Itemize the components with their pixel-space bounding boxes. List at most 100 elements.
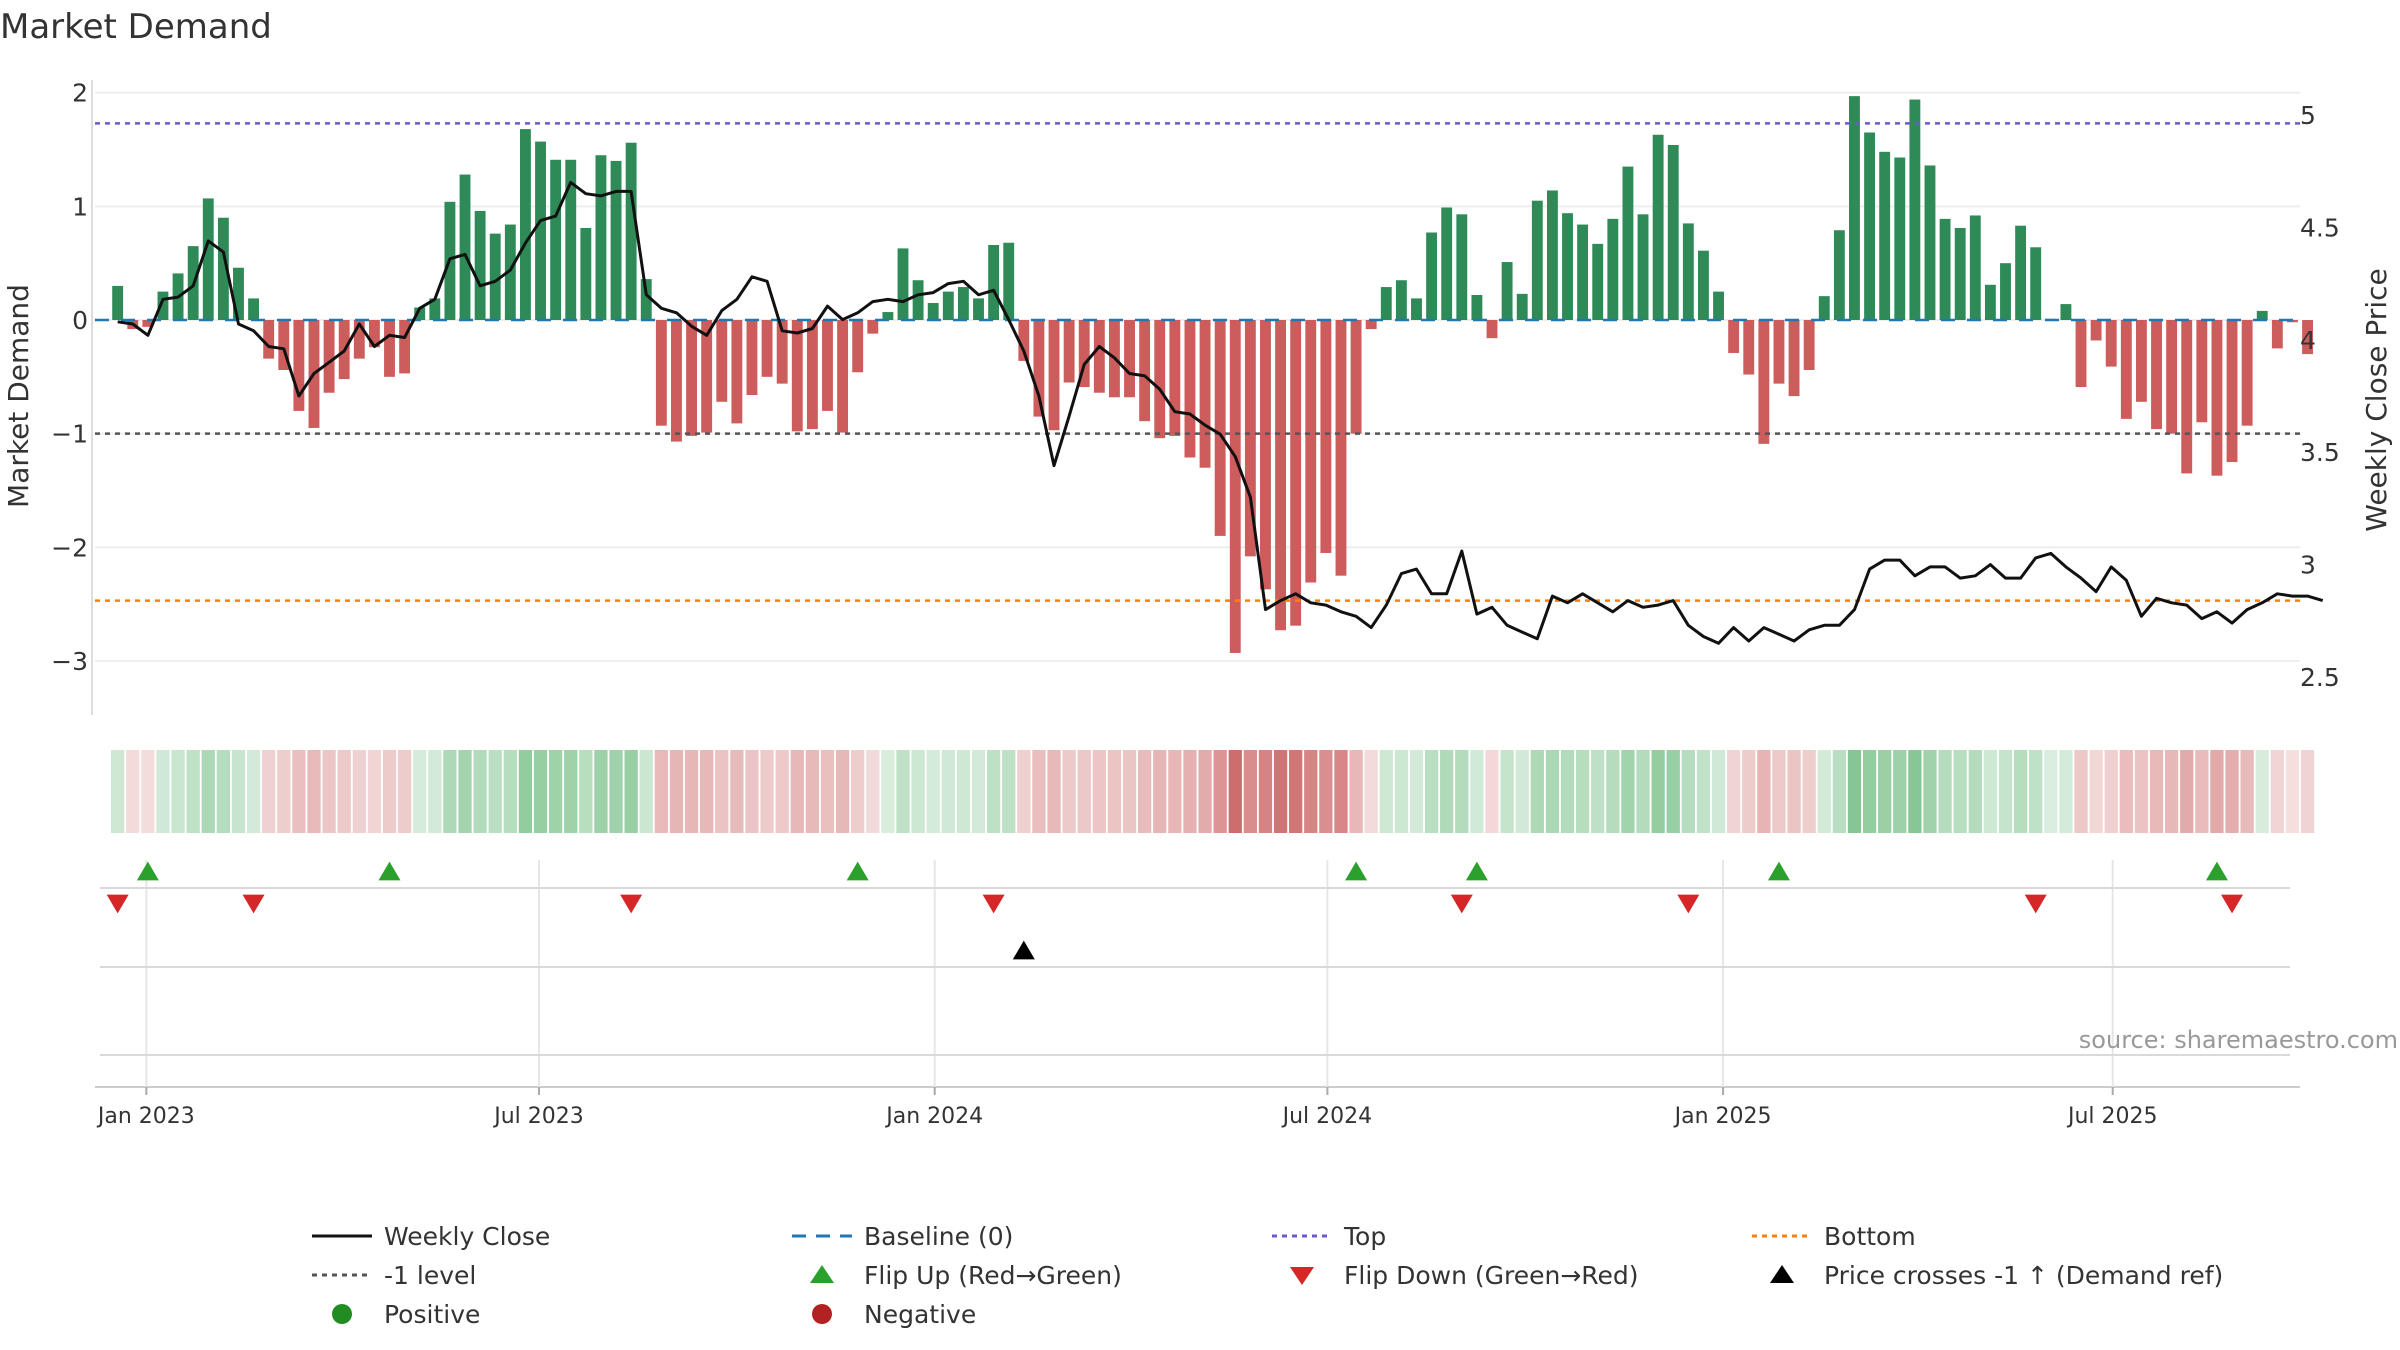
flip-markers xyxy=(107,862,2243,960)
heat-cell xyxy=(1923,750,1936,833)
demand-bar xyxy=(1743,320,1754,375)
heat-cell xyxy=(1319,750,1332,833)
demand-bar xyxy=(1215,320,1226,536)
demand-bar xyxy=(701,320,712,433)
heat-cell xyxy=(579,750,592,833)
demand-bar xyxy=(1411,298,1422,320)
heat-cell xyxy=(202,750,215,833)
y-axis-label-left: Market Demand xyxy=(2,284,35,508)
heat-cell xyxy=(1878,750,1891,833)
heat-cell xyxy=(2240,750,2253,833)
demand-bar xyxy=(1970,215,1981,320)
heat-cell xyxy=(307,750,320,833)
demand-bar xyxy=(1260,320,1271,589)
flip-up-marker xyxy=(2206,862,2228,881)
heat-cell xyxy=(987,750,1000,833)
demand-bar xyxy=(1185,320,1196,458)
flip-down-marker xyxy=(2025,895,2047,914)
heat-cell xyxy=(1591,750,1604,833)
heat-cell xyxy=(353,750,366,833)
legend: Weekly Close Baseline (0) Top Bottom-1 leve… xyxy=(312,1222,2223,1329)
heat-cell xyxy=(1229,750,1242,833)
flip-down-marker xyxy=(1677,895,1699,914)
demand-bar xyxy=(1094,320,1105,393)
demand-bar xyxy=(2196,320,2207,422)
heat-cell xyxy=(972,750,985,833)
heat-cell xyxy=(1032,750,1045,833)
heat-cell xyxy=(1500,750,1513,833)
heat-cell xyxy=(262,750,275,833)
demand-bar xyxy=(2166,320,2177,434)
demand-bar xyxy=(928,303,939,320)
heat-cell xyxy=(1712,750,1725,833)
demand-bar xyxy=(460,175,471,320)
heat-cell xyxy=(881,750,894,833)
demand-bar xyxy=(1774,320,1785,384)
heat-cell xyxy=(896,750,909,833)
demand-bar xyxy=(716,320,727,402)
heat-cell xyxy=(2180,750,2193,833)
heat-cell xyxy=(806,750,819,833)
heat-cell xyxy=(1667,750,1680,833)
legend-label: Bottom xyxy=(1824,1222,1916,1251)
y-tick-left: 1 xyxy=(72,192,88,221)
heat-cell xyxy=(1017,750,1030,833)
heat-cell xyxy=(1999,750,2012,833)
demand-bar xyxy=(1532,201,1543,320)
demand-bar xyxy=(2015,226,2026,320)
heat-cell xyxy=(2165,750,2178,833)
heat-cell xyxy=(504,750,517,833)
heat-cell xyxy=(141,750,154,833)
demand-bar xyxy=(112,286,123,320)
heat-cell xyxy=(1485,750,1498,833)
heat-cell xyxy=(866,750,879,833)
heat-cell xyxy=(670,750,683,833)
demand-heat-strip xyxy=(111,750,2314,833)
y-tick-right: 2.5 xyxy=(2300,663,2340,692)
heat-cell xyxy=(1289,750,1302,833)
legend-swatch xyxy=(332,1304,352,1324)
demand-bar xyxy=(1622,167,1633,320)
heat-cell xyxy=(217,750,230,833)
demand-bar xyxy=(1985,285,1996,320)
demand-bar xyxy=(1336,320,1347,576)
heat-cell xyxy=(730,750,743,833)
flip-up-marker xyxy=(137,862,159,881)
demand-bar xyxy=(852,320,863,372)
heat-cell xyxy=(2195,750,2208,833)
demand-bar xyxy=(2076,320,2087,387)
heat-cell xyxy=(1470,750,1483,833)
legend-swatch xyxy=(810,1265,834,1283)
flip-up-marker xyxy=(1768,862,1790,881)
legend-label: Flip Down (Green→Red) xyxy=(1344,1261,1639,1290)
heat-cell xyxy=(655,750,668,833)
heat-cell xyxy=(1621,750,1634,833)
demand-bar xyxy=(1668,145,1679,320)
heat-cell xyxy=(640,750,653,833)
demand-bar xyxy=(1562,213,1573,320)
demand-bar xyxy=(1879,152,1890,320)
heat-cell xyxy=(564,750,577,833)
heat-cell xyxy=(2225,750,2238,833)
demand-bar xyxy=(1804,320,1815,370)
demand-bar xyxy=(520,129,531,320)
heat-cell xyxy=(2120,750,2133,833)
heat-cell xyxy=(715,750,728,833)
demand-bar xyxy=(822,320,833,411)
heat-cell xyxy=(1938,750,1951,833)
heat-cell xyxy=(1244,750,1257,833)
demand-bar xyxy=(203,198,214,320)
demand-bar xyxy=(1487,320,1498,338)
demand-bar xyxy=(2181,320,2192,473)
demand-bar xyxy=(913,280,924,320)
heat-cell xyxy=(1274,750,1287,833)
demand-bar xyxy=(263,320,274,359)
demand-bar xyxy=(2000,263,2011,320)
demand-bar xyxy=(535,142,546,320)
demand-bar xyxy=(1653,135,1664,320)
heat-cell xyxy=(1908,750,1921,833)
demand-bar xyxy=(1471,295,1482,320)
demand-bar xyxy=(671,320,682,442)
heat-cell xyxy=(2029,750,2042,833)
x-tick-label: Jan 2023 xyxy=(96,1104,195,1129)
